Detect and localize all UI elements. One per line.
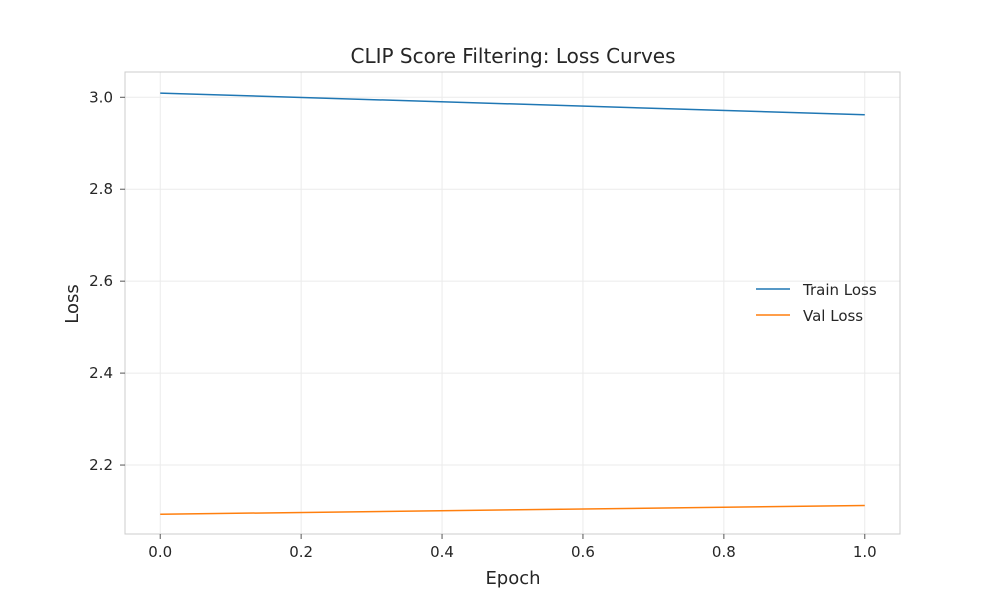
legend-label: Val Loss: [803, 307, 863, 325]
x-axis-ticks: 0.0 0.2 0.4 0.6 0.8 1.0: [148, 534, 877, 561]
gridlines: [125, 72, 900, 534]
y-axis-ticks: 2.2 2.4 2.6 2.8 3.0: [89, 88, 125, 474]
x-tick-label: 0.8: [712, 543, 736, 561]
x-tick-label: 0.0: [148, 543, 172, 561]
y-tick-label: 2.6: [89, 272, 113, 290]
chart-title: CLIP Score Filtering: Loss Curves: [351, 44, 676, 68]
y-tick-label: 3.0: [89, 88, 113, 106]
x-tick-label: 0.4: [430, 543, 454, 561]
series-line-train-loss: [160, 92, 865, 116]
plot-area-border: [124, 71, 901, 535]
x-tick-label: 0.2: [289, 543, 313, 561]
series-line-val-loss: [160, 504, 865, 515]
y-tick-label: 2.4: [89, 364, 113, 382]
y-tick-label: 2.2: [89, 456, 113, 474]
x-tick-label: 0.6: [571, 543, 595, 561]
y-tick-label: 2.8: [89, 180, 113, 198]
y-axis-label: Loss: [62, 284, 83, 323]
series-lines: [160, 92, 865, 515]
x-tick-label: 1.0: [853, 543, 877, 561]
legend-label: Train Loss: [802, 281, 877, 299]
x-axis-label: Epoch: [485, 568, 540, 589]
legend: Train Loss Val Loss: [756, 281, 877, 325]
